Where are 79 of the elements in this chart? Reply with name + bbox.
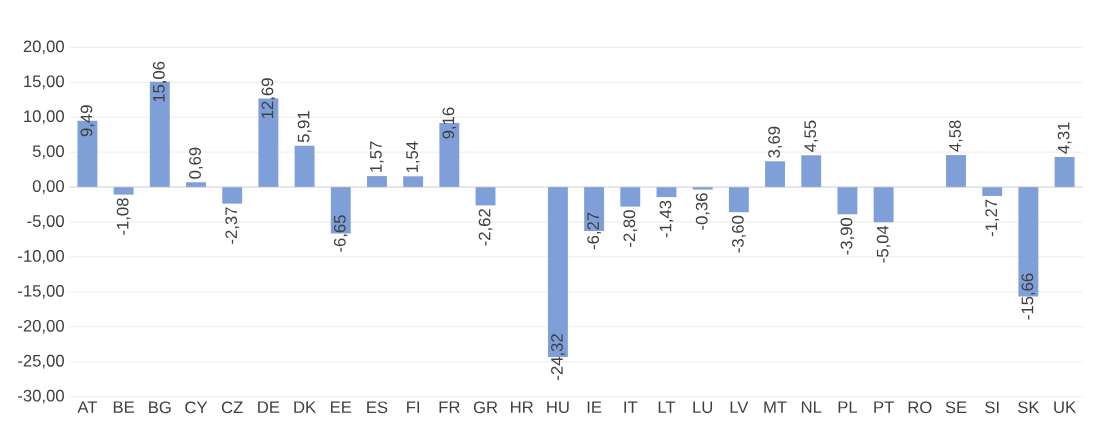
data-label: 9,49 <box>80 105 95 137</box>
x-tick-label: SI <box>985 401 999 414</box>
x-tick-label: UK <box>1054 401 1076 414</box>
x-tick-label: PT <box>874 401 894 413</box>
x-tick-label: HR <box>511 401 533 413</box>
bar <box>728 187 749 213</box>
data-label: -15,66 <box>1021 273 1036 320</box>
x-tick-label: FR <box>439 401 460 413</box>
data-label: 9,16 <box>442 107 457 139</box>
bar <box>222 187 243 204</box>
y-tick-label: 10,00 <box>24 110 64 125</box>
data-label: -2,80 <box>623 210 638 247</box>
x-tick-label: CY <box>185 401 208 414</box>
data-label: 15,06 <box>152 61 167 102</box>
y-tick-label: 20,00 <box>23 40 64 55</box>
bar <box>113 187 134 195</box>
x-tick-label: EE <box>331 401 352 413</box>
data-label: 3,69 <box>768 126 782 158</box>
x-tick-label: NL <box>801 401 822 413</box>
data-label: 5,91 <box>297 111 312 143</box>
x-tick-label: IT <box>624 401 638 413</box>
data-label: 0,69 <box>189 147 203 179</box>
x-tick-label: MT <box>764 401 787 413</box>
x-tick-label: BG <box>149 401 171 414</box>
bar <box>801 155 822 188</box>
x-tick-label: BE <box>113 401 135 413</box>
x-tick-label: GR <box>473 401 498 414</box>
data-label: -2,37 <box>225 207 240 244</box>
data-label: 12,69 <box>261 78 276 118</box>
y-tick-label: -5,00 <box>27 215 64 229</box>
bar <box>946 155 966 188</box>
data-label: -3,60 <box>731 215 746 253</box>
x-tick-label: RO <box>908 401 932 414</box>
x-tick-label: HU <box>547 401 569 414</box>
x-tick-label: AT <box>77 401 98 413</box>
bar <box>367 176 387 188</box>
data-label: -6,27 <box>587 212 601 250</box>
data-label: -0,36 <box>695 193 710 230</box>
x-tick-label: SK <box>1018 401 1040 414</box>
x-tick-label: SE <box>945 401 967 414</box>
data-label: 1,57 <box>370 141 384 172</box>
bar <box>837 187 858 215</box>
data-label: 4,55 <box>804 120 819 152</box>
data-label: -1,43 <box>659 200 674 238</box>
y-tick-label: 15,00 <box>24 75 64 90</box>
bar <box>982 187 1003 196</box>
y-tick-label: 0,00 <box>32 180 64 194</box>
x-tick-label: CZ <box>221 401 243 414</box>
x-tick-label: DE <box>258 401 280 413</box>
bar <box>403 176 424 188</box>
data-label: 4,31 <box>1057 122 1072 154</box>
x-tick-label: LU <box>693 401 713 414</box>
bar <box>620 187 641 207</box>
y-tick-label: -10,00 <box>18 250 64 264</box>
data-label: 4,58 <box>949 120 963 152</box>
x-tick-label: IE <box>587 401 602 413</box>
x-tick-label: DK <box>294 401 316 413</box>
data-label: -1,08 <box>116 198 131 235</box>
y-tick-label: -30,00 <box>18 389 64 404</box>
bar <box>1054 156 1075 188</box>
y-tick-label: -20,00 <box>18 319 64 334</box>
bar <box>873 187 894 223</box>
x-tick-label: ES <box>367 401 388 414</box>
x-tick-label: LT <box>658 401 676 413</box>
data-label: -24,32 <box>551 334 565 380</box>
data-label: 1,54 <box>406 141 420 173</box>
data-label: -6,65 <box>333 215 348 252</box>
data-label: -3,90 <box>840 217 855 255</box>
y-tick-label: -25,00 <box>18 354 64 369</box>
data-label: -5,04 <box>876 225 891 263</box>
data-label: -2,62 <box>478 209 493 246</box>
y-tick-label: -15,00 <box>18 285 64 299</box>
bar <box>294 145 315 188</box>
data-label: -1,27 <box>985 199 1000 237</box>
x-tick-label: PL <box>838 401 858 413</box>
y-tick-label: 5,00 <box>32 145 64 160</box>
x-tick-label: FI <box>407 401 420 413</box>
x-tick-label: LV <box>730 401 749 413</box>
bar <box>765 161 785 188</box>
